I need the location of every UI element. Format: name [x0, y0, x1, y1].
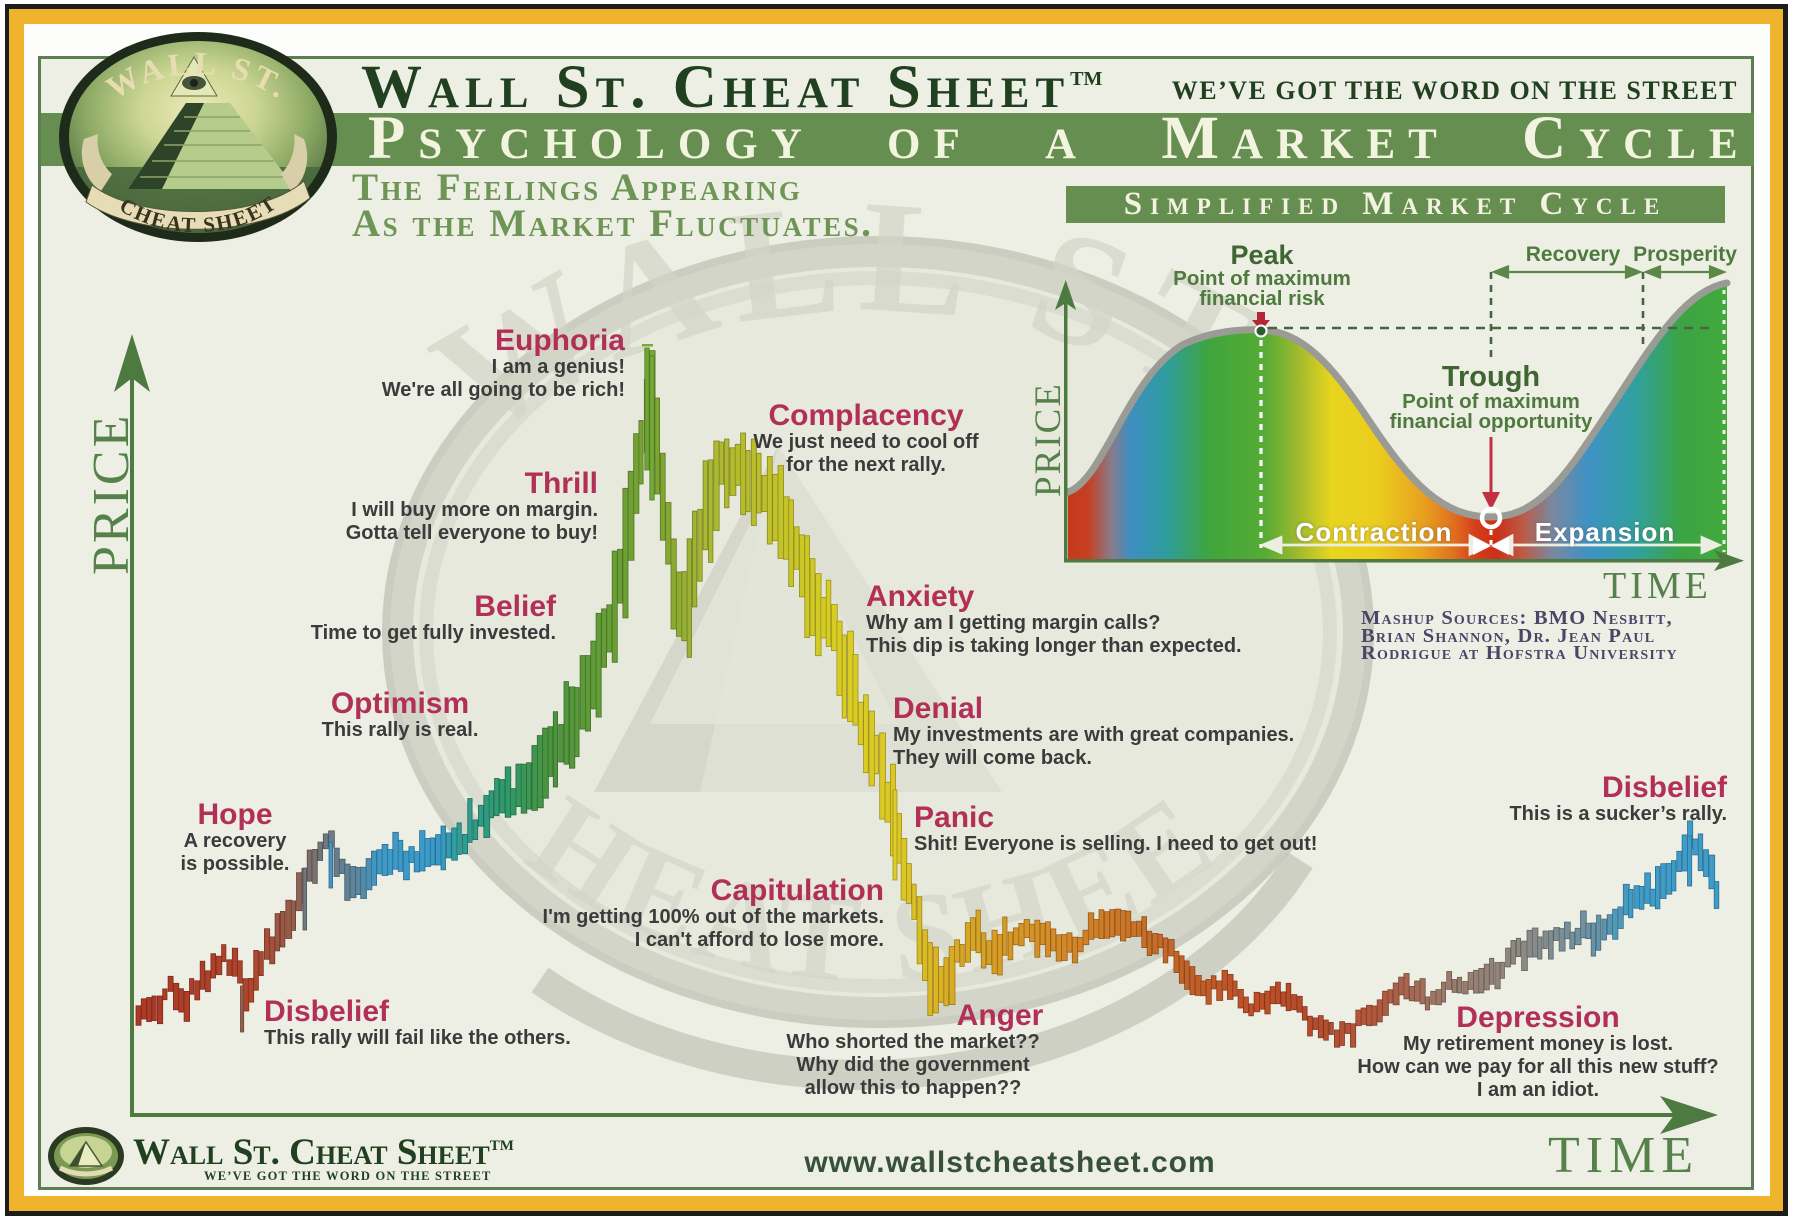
svg-text:PRICE: PRICE	[1028, 382, 1069, 497]
svg-text:TIME: TIME	[1603, 565, 1712, 607]
svg-text:TIME: TIME	[1548, 1127, 1699, 1184]
svg-text:PRICE: PRICE	[83, 413, 140, 575]
